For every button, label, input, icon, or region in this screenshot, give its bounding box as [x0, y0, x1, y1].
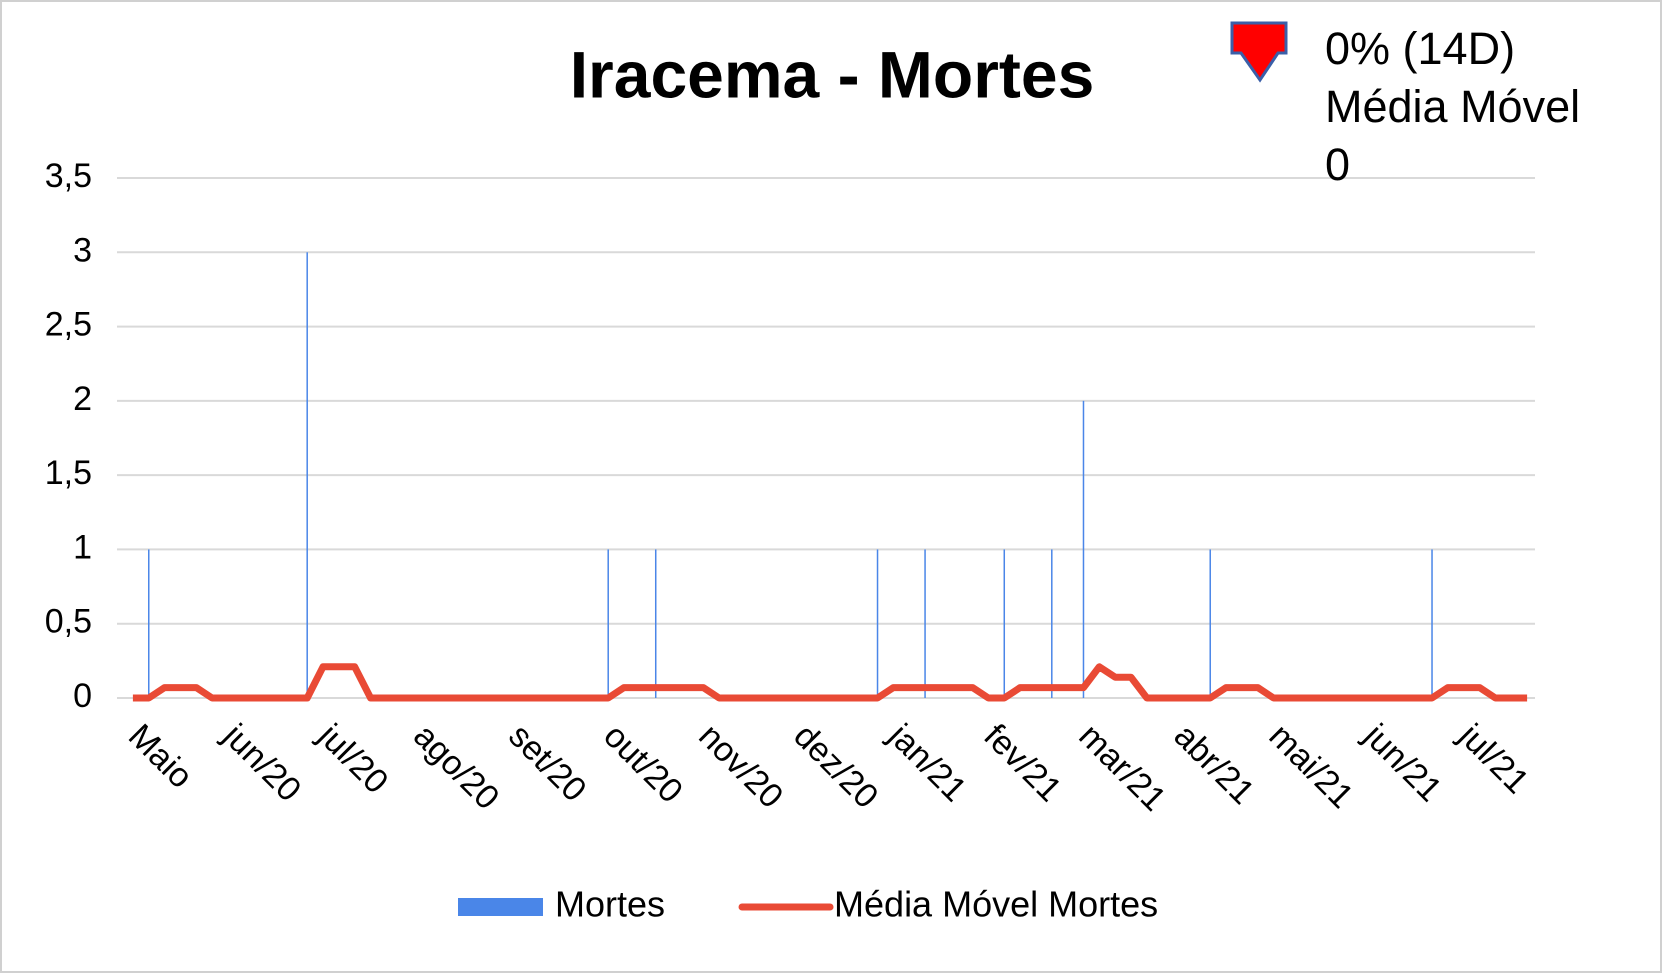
- trend-arrow: [1230, 21, 1288, 83]
- bar: [306, 252, 308, 699]
- bar: [1209, 549, 1211, 698]
- legend-label: Mortes: [555, 884, 665, 925]
- annotation-text: 0% (14D): [1325, 23, 1515, 74]
- y-tick-label: 1: [73, 528, 92, 566]
- y-tick-label: 2: [73, 380, 92, 418]
- bar: [924, 549, 926, 698]
- bar: [1051, 549, 1053, 698]
- legend-label: Média Móvel Mortes: [834, 884, 1158, 925]
- y-tick-label: 2,5: [45, 306, 92, 344]
- bar: [654, 549, 657, 698]
- y-tick-label: 0,5: [45, 603, 92, 641]
- line: [132, 663, 1528, 702]
- bar: [1431, 549, 1433, 698]
- bar: [607, 549, 609, 698]
- bar: [876, 549, 879, 698]
- bar: [1003, 549, 1006, 698]
- y-tick-label: 1,5: [45, 454, 92, 492]
- legend-swatch: [458, 898, 543, 916]
- annotation-text: Média Móvel: [1325, 81, 1580, 132]
- y-tick-label: 3: [73, 231, 92, 269]
- chart-title: Iracema - Mortes: [570, 37, 1095, 111]
- bar: [148, 549, 150, 698]
- bar: [1082, 400, 1085, 698]
- annotation-text: 0: [1325, 139, 1350, 190]
- y-tick-label: 3,5: [45, 157, 92, 195]
- y-tick-label: 0: [73, 677, 92, 715]
